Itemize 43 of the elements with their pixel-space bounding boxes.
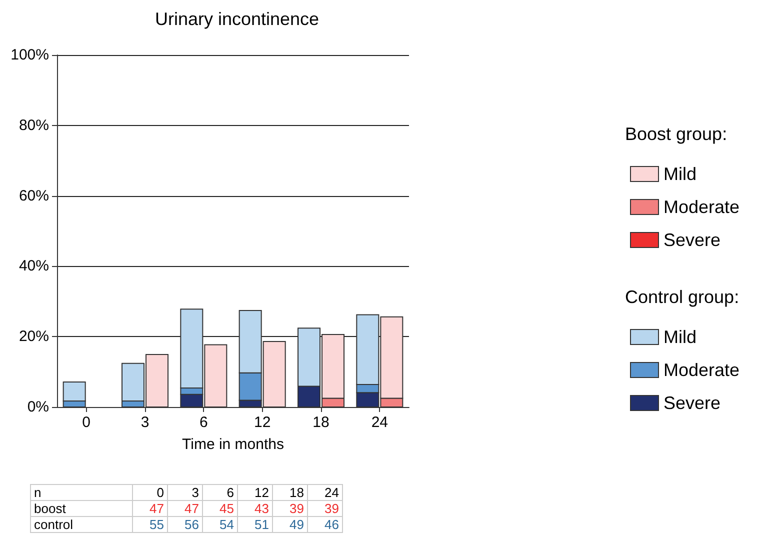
y-tick-label: 60%: [18, 187, 49, 204]
x-axis-title: Time in months: [182, 436, 284, 453]
text: 46: [324, 517, 339, 532]
text: 43: [254, 501, 269, 516]
legend-label: Mild: [664, 164, 697, 184]
text: n: [34, 485, 42, 500]
text: 51: [254, 517, 269, 532]
x-tick-label: 0: [82, 414, 91, 431]
text: 54: [220, 517, 234, 532]
legend-label: Mild: [664, 327, 697, 347]
text: Boost group:: [625, 124, 728, 144]
text: Control group:: [625, 287, 740, 307]
y-tick-label: 0%: [27, 398, 49, 416]
text: 0: [156, 485, 164, 500]
text: 49: [290, 517, 304, 532]
text: 3: [192, 485, 199, 500]
x-tick-label: 3: [140, 414, 150, 431]
y-tick-label: 20%: [18, 328, 49, 346]
text: 47: [150, 501, 164, 516]
x-tick-label: 24: [371, 414, 388, 431]
y-tick-label: 100%: [10, 46, 49, 64]
x-tick-label: 12: [254, 414, 271, 431]
text: 39: [324, 501, 339, 516]
text: 12: [254, 485, 269, 500]
legend-label: Severe: [664, 393, 721, 413]
text: 56: [184, 517, 199, 532]
text: 24: [324, 485, 339, 500]
text: 6: [226, 485, 234, 500]
legend-label: Moderate: [664, 360, 740, 380]
text: 39: [290, 501, 304, 516]
y-tick-label: 80%: [18, 116, 49, 134]
text: 47: [184, 501, 199, 516]
x-tick-label: 18: [312, 414, 330, 431]
y-tick-label: 40%: [18, 258, 49, 275]
x-tick-label: 6: [199, 414, 208, 431]
legend-label: Moderate: [664, 197, 740, 217]
legend-label: Severe: [664, 230, 721, 250]
chart-title: Urinary incontinence: [154, 9, 320, 29]
text: 18: [290, 485, 304, 500]
text: 45: [220, 501, 234, 516]
text: boost: [34, 501, 66, 516]
text: 55: [150, 517, 164, 532]
text: control: [34, 517, 74, 532]
